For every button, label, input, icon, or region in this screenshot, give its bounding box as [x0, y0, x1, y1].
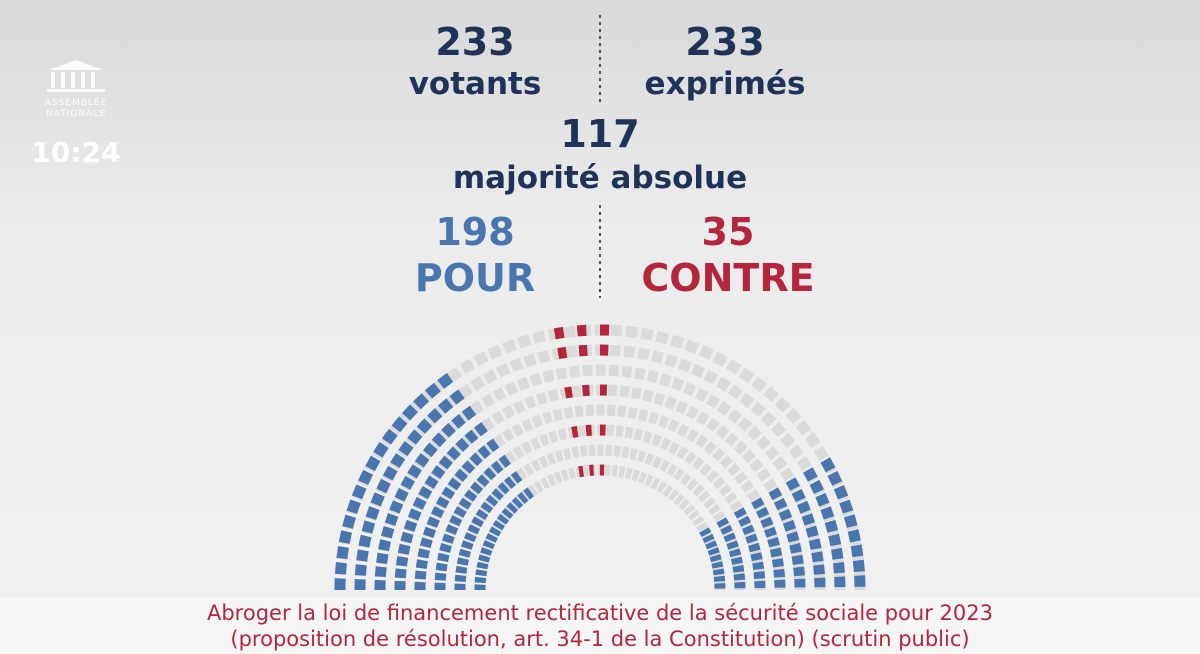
exprimes-count: 233 — [685, 20, 765, 64]
seats-contre — [553, 324, 624, 478]
footer-banner: Abroger la loi de financement rectificat… — [0, 597, 1200, 654]
pour-label: POUR — [414, 256, 536, 300]
footer-text: Abroger la loi de financement rectificat… — [206, 601, 993, 625]
majorite-label: majorité absolue — [452, 160, 748, 196]
contre-count: 35 — [701, 210, 755, 254]
votants-label: votants — [408, 66, 542, 102]
logo-text: NATIONALE — [45, 109, 107, 119]
logo-icon — [47, 60, 105, 92]
votants-count: 233 — [435, 20, 515, 64]
majorite-count: 117 — [560, 112, 640, 156]
pour-count: 198 — [435, 210, 515, 254]
exprimes-label: exprimés — [644, 66, 806, 102]
seats-pour — [334, 372, 866, 591]
logo-text: ASSEMBLÉE — [44, 98, 108, 108]
contre-label: CONTRE — [641, 256, 815, 300]
footer-text: (proposition de résolution, art. 34-1 de… — [230, 627, 970, 651]
logo: ASSEMBLÉE NATIONALE — [30, 58, 122, 120]
clock: 10:24 — [31, 136, 121, 169]
